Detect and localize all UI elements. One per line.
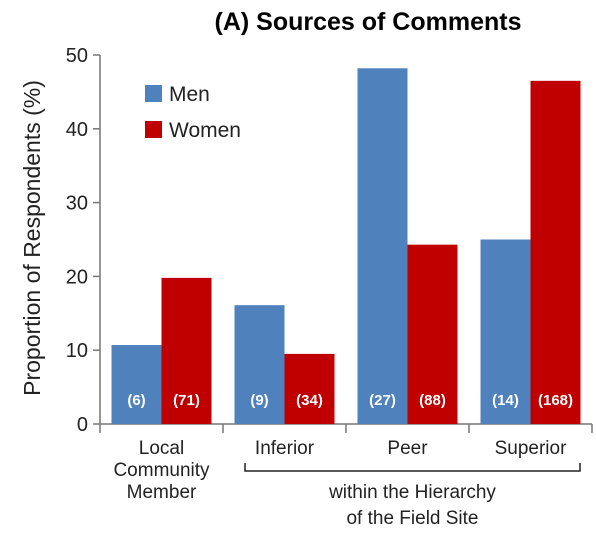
bar-women <box>161 277 212 424</box>
bracket-label: within the Hierarchy <box>328 482 496 503</box>
y-tick-label: 20 <box>66 266 88 288</box>
y-tick-label: 50 <box>66 45 88 67</box>
bar-count-label: (27) <box>369 392 396 409</box>
x-category-label: Local <box>139 438 184 459</box>
bar-count-label: (9) <box>250 392 268 409</box>
bar-men <box>234 305 285 424</box>
x-category-label: Community <box>113 460 210 481</box>
chart-title: (A) Sources of Comments <box>215 8 522 36</box>
bar-men <box>480 239 531 424</box>
legend-label-women: Women <box>169 119 241 142</box>
bar-count-label: (168) <box>538 392 573 409</box>
x-category-label: Inferior <box>255 438 315 459</box>
x-category-label: Peer <box>387 438 428 459</box>
bar-women <box>284 353 335 424</box>
x-category-label: Member <box>127 482 197 503</box>
x-category-label: Superior <box>495 438 567 459</box>
y-tick-label: 10 <box>66 340 88 362</box>
bar-count-label: (6) <box>127 392 145 409</box>
bar-women <box>407 244 458 424</box>
bar-count-label: (71) <box>173 392 200 409</box>
bar-count-label: (34) <box>296 392 323 409</box>
bracket-label: of the Field Site <box>346 508 478 529</box>
y-tick-label: 0 <box>77 414 88 436</box>
hierarchy-bracket <box>244 463 581 472</box>
legend-swatch-women <box>145 121 162 138</box>
legend-swatch-men <box>145 85 162 102</box>
bar-women <box>530 80 581 424</box>
bar-men <box>111 345 162 424</box>
y-axis-label: Proportion of Respondents (%) <box>19 80 45 396</box>
legend-label-men: Men <box>169 83 210 106</box>
bar-count-label: (88) <box>419 392 446 409</box>
y-tick-label: 40 <box>66 119 88 141</box>
y-tick-label: 30 <box>66 193 88 215</box>
bar-count-label: (14) <box>492 392 519 409</box>
legend: Men Women <box>145 83 241 142</box>
bar-men <box>357 68 408 424</box>
